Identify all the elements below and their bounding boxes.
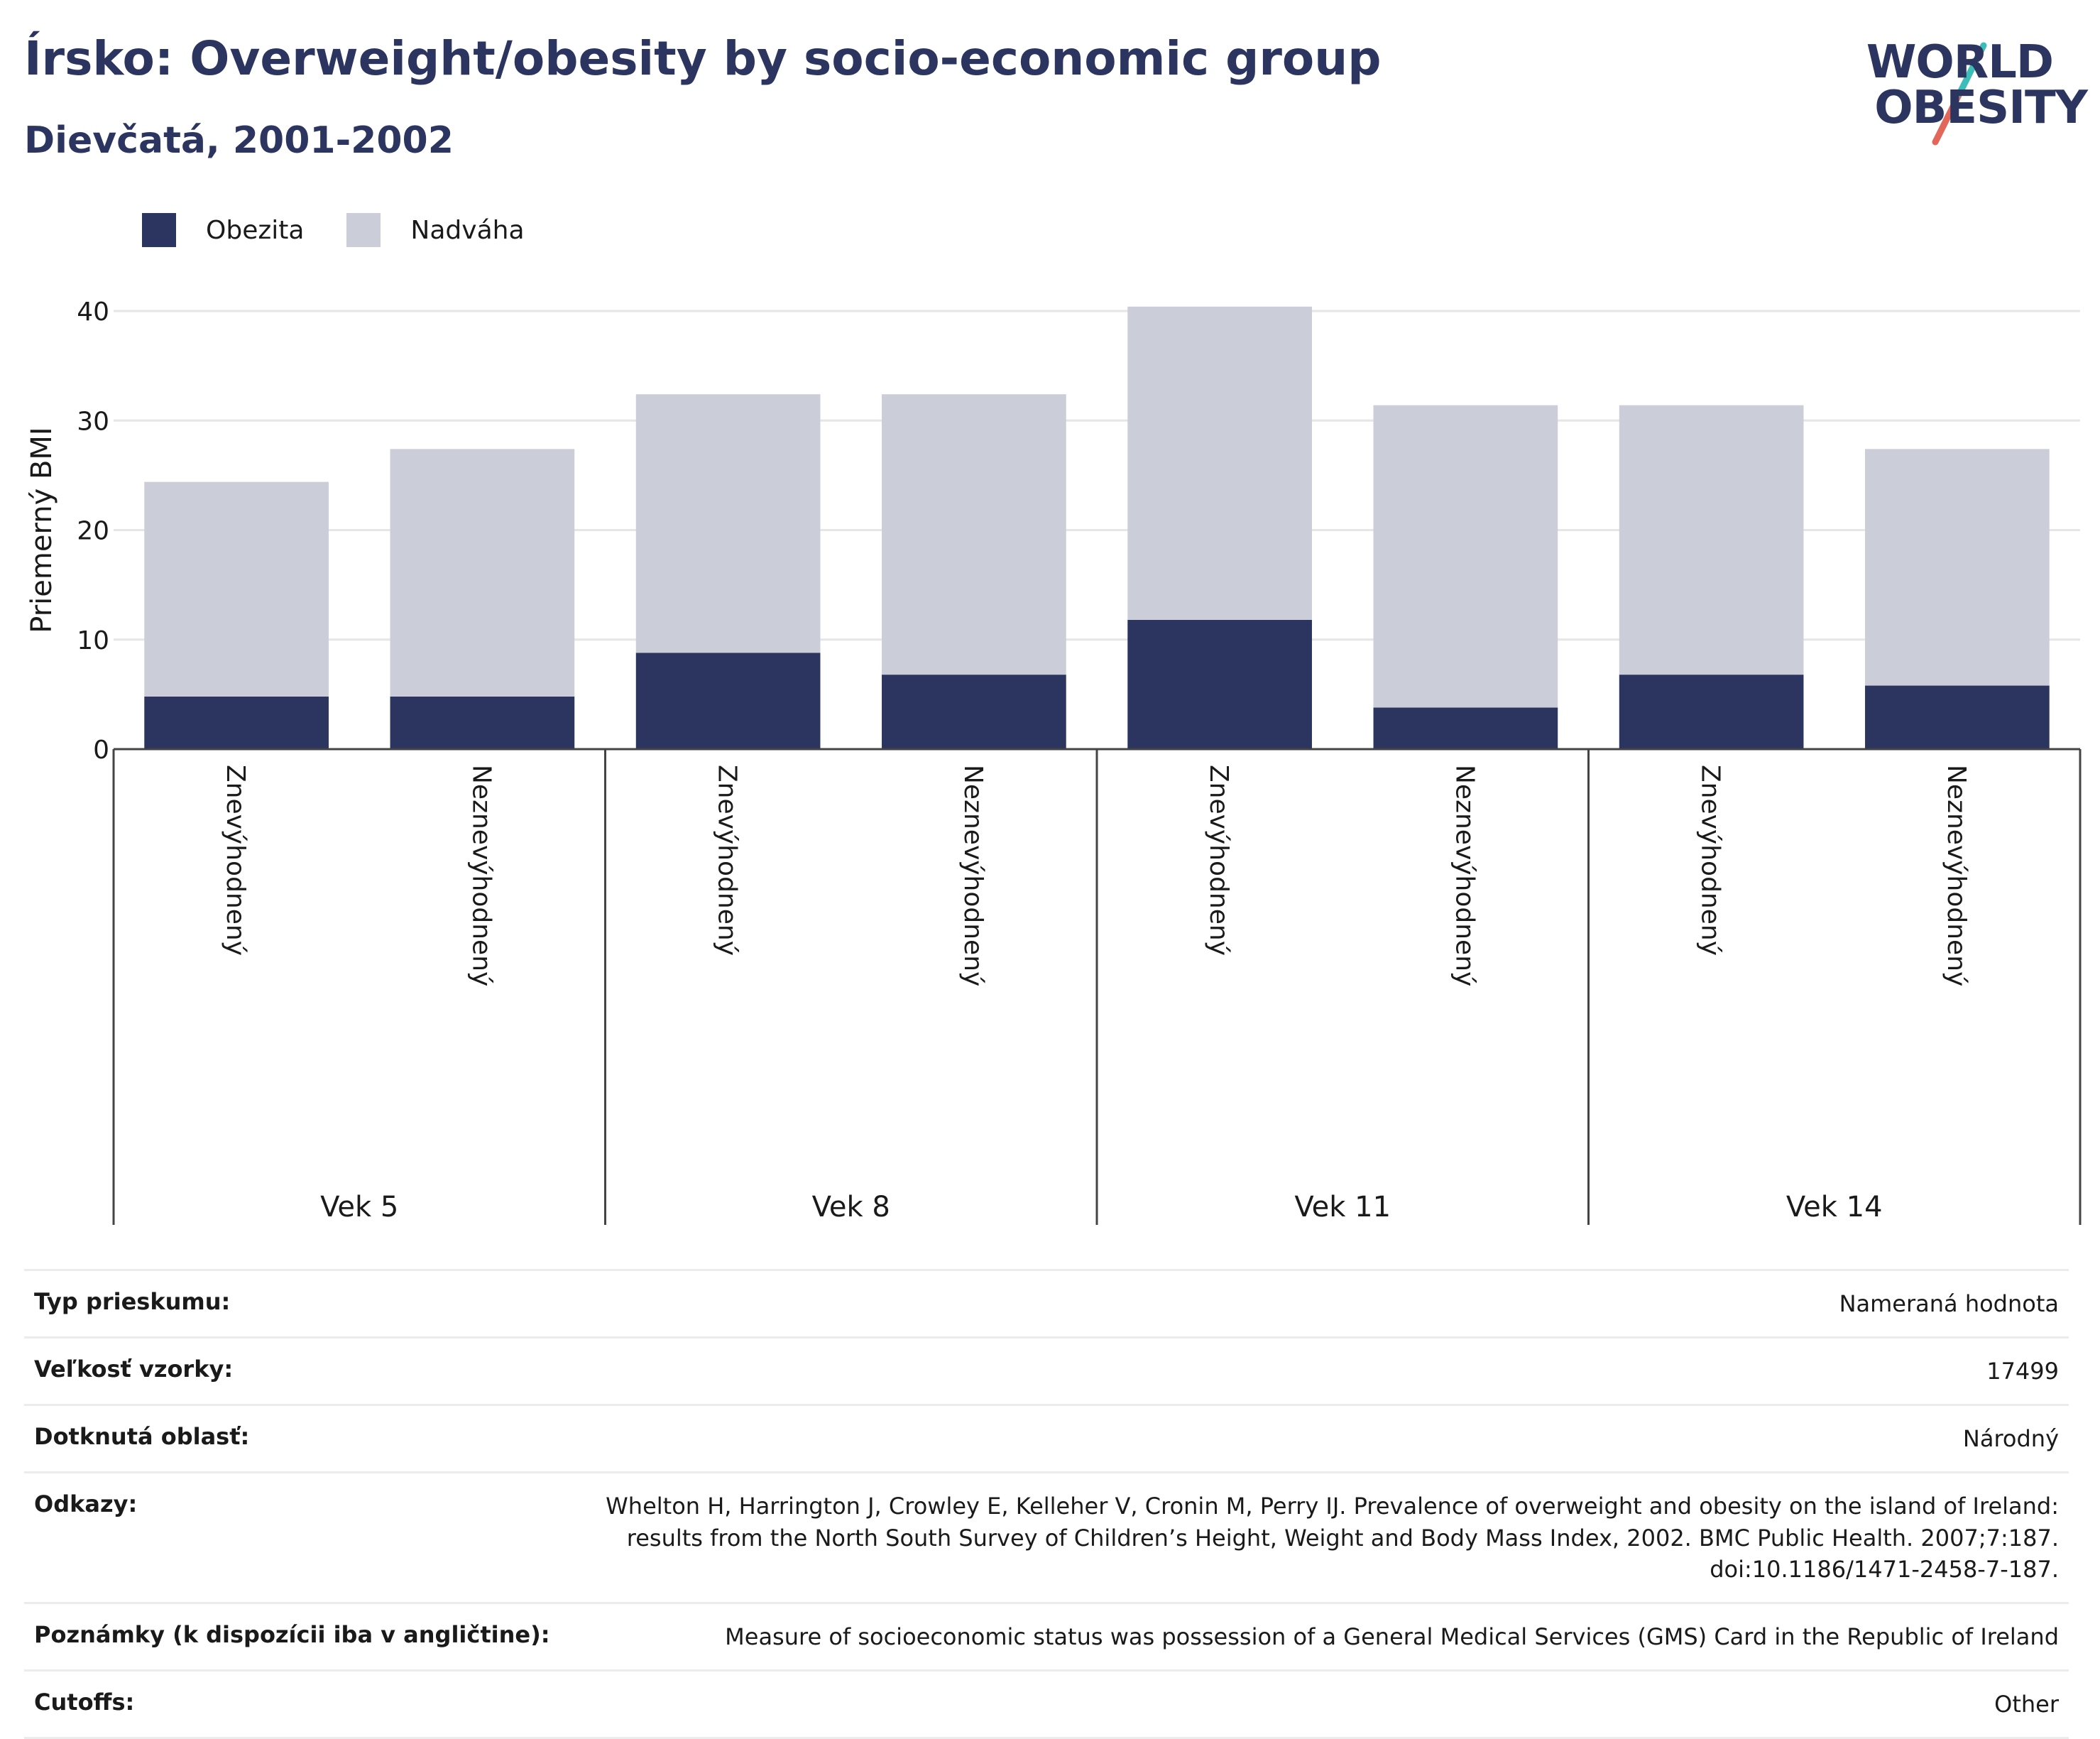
bar-overweight (390, 449, 575, 697)
x-category-label: Neznevýhodnený (1450, 765, 1479, 986)
x-category-label: Neznevýhodnený (1942, 765, 1971, 986)
y-tick-label: 0 (93, 736, 109, 765)
bar-obesity (1373, 707, 1558, 749)
meta-row-references: Odkazy: Whelton H, Harrington J, Crowley… (24, 1471, 2069, 1601)
legend-label-overweight: Nadváha (410, 215, 525, 245)
bar-obesity (882, 675, 1066, 749)
meta-row-cutoffs: Cutoffs: Other (24, 1669, 2069, 1739)
bar-obesity (1127, 619, 1312, 749)
world-obesity-logo: WORLD OBESITY (1853, 34, 2088, 148)
x-group-label: Vek 11 (1294, 1191, 1391, 1223)
bar-chart: 0 10 20 30 40 Priemerný BMI Znevýhodnený Neznev… (26, 298, 2082, 1225)
meta-row-area: Dotknutá oblasť: Národný (24, 1404, 2069, 1471)
meta-key: Cutoffs: (34, 1689, 135, 1716)
meta-row-notes: Poznámky (k dispozícii iba v angličtine)… (24, 1601, 2069, 1669)
meta-key: Typ prieskumu: (34, 1288, 231, 1315)
bar-obesity (1865, 685, 2050, 749)
x-group-label: Vek 5 (320, 1191, 398, 1223)
logo-slash-icon (1932, 42, 1987, 146)
bar-overweight (1865, 449, 2050, 686)
meta-value: Nameraná hodnota (1839, 1290, 2059, 1317)
x-category-label: Znevýhodnený (221, 765, 250, 956)
bar-overweight (882, 394, 1066, 675)
legend-swatch-obesity (142, 213, 176, 247)
x-category-label: Neznevýhodnený (958, 765, 988, 986)
legend-item-obesity[interactable]: Obezita (142, 213, 304, 247)
meta-value: Národný (1962, 1425, 2059, 1453)
x-group-label: Vek 14 (1786, 1191, 1883, 1223)
bar-obesity (635, 653, 821, 749)
meta-value: Other (1994, 1691, 2059, 1718)
chart-title: Írsko: Overweight/obesity by socio-econo… (24, 31, 1382, 86)
metadata-table: Typ prieskumu: Nameraná hodnota Veľkosť … (24, 1269, 2069, 1739)
chart-legend: Obezita Nadváha (142, 213, 567, 247)
y-tick-label: 40 (77, 298, 109, 327)
meta-key: Dotknutá oblasť: (34, 1423, 250, 1451)
legend-item-overweight[interactable]: Nadváha (346, 213, 525, 247)
y-tick-label: 30 (77, 407, 109, 436)
x-category-label: Znevýhodnený (1204, 765, 1233, 956)
logo-word-2: OBESITY (1874, 82, 2088, 134)
bar-obesity (1619, 675, 1804, 749)
x-category-label: Neznevýhodnený (466, 765, 496, 986)
bar-overweight (1373, 405, 1558, 708)
meta-row-survey-type: Typ prieskumu: Nameraná hodnota (24, 1269, 2069, 1336)
bar-overweight (144, 481, 329, 697)
meta-key: Veľkosť vzorky: (34, 1356, 234, 1383)
meta-value: Whelton H, Harrington J, Crowley E, Kell… (606, 1493, 2059, 1583)
x-category-label: Znevýhodnený (1696, 765, 1725, 956)
chart-subtitle: Dievčatá, 2001-2002 (24, 119, 454, 162)
legend-swatch-overweight (346, 213, 381, 247)
y-tick-label: 20 (77, 517, 109, 546)
logo-word-1: WORLD (1866, 36, 2054, 89)
bar-overweight (1619, 405, 1804, 675)
bar-obesity (144, 696, 329, 749)
meta-value: Measure of socioeconomic status was poss… (725, 1623, 2059, 1650)
y-axis-label: Priemerný BMI (26, 427, 58, 633)
x-group-label: Vek 8 (812, 1191, 890, 1223)
x-category-label: Znevýhodnený (713, 765, 742, 956)
meta-row-sample-size: Veľkosť vzorky: 17499 (24, 1336, 2069, 1404)
meta-key: Poznámky (k dispozícii iba v angličtine)… (34, 1620, 550, 1648)
y-tick-label: 10 (77, 626, 109, 655)
bar-overweight (1127, 306, 1312, 620)
meta-value: 17499 (1986, 1358, 2059, 1385)
meta-key: Odkazy: (34, 1490, 138, 1518)
legend-label-obesity: Obezita (206, 215, 305, 245)
bar-overweight (635, 394, 821, 653)
bar-obesity (390, 696, 575, 749)
